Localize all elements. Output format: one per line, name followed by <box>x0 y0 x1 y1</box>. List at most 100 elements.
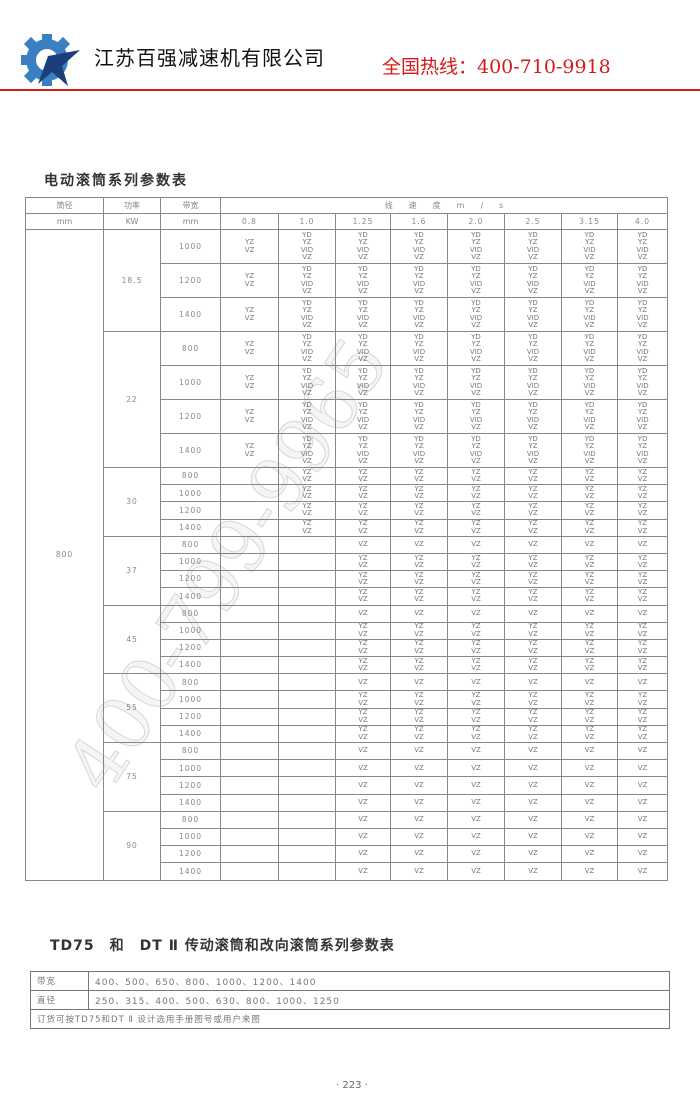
belt-width-cell: 1000 <box>160 621 221 640</box>
model-cell: YD YZ VID VZ <box>616 297 669 332</box>
model-cell <box>220 484 279 503</box>
model-cell: VZ <box>447 827 505 847</box>
model-cell <box>278 724 336 744</box>
model-cell <box>220 518 279 537</box>
belt-width-cell: 1200 <box>160 776 221 795</box>
model-cell: YZ VZ <box>390 690 448 709</box>
model-cell: VZ <box>335 810 391 829</box>
table-row: 22 800 YZ VZ YD YZ VID VZ YD YZ VID VZ YD YZ … <box>26 331 669 468</box>
model-cell: VZ <box>561 793 618 812</box>
model-cell <box>220 552 279 572</box>
model-cell: VZ <box>390 845 448 864</box>
model-cell: YD YZ VID VZ <box>335 399 391 434</box>
model-cell: YZ VZ <box>278 466 336 486</box>
model-cell: YZ VZ <box>447 621 505 640</box>
model-cell: YD YZ VID VZ <box>447 331 505 366</box>
model-cell <box>278 690 336 709</box>
model-cell: YZ VZ <box>616 621 669 640</box>
table-row: 1000 YZ VZ YZ VZ YZ VZ YZ VZ YZ VZ YZ VZ <box>26 552 669 572</box>
model-cell: YZ VZ <box>390 518 448 537</box>
model-cell: YZ VZ <box>278 518 336 537</box>
model-cell: YZ VZ <box>335 552 391 572</box>
belt-width-cell: 1400 <box>160 793 221 812</box>
model-cell <box>278 552 336 572</box>
speed-column-header: 3.15 <box>561 213 618 230</box>
model-cell: YD YZ VID VZ <box>561 365 618 400</box>
model-cell: YZ VZ <box>447 518 505 537</box>
model-cell <box>278 707 336 726</box>
belt-width-cell: 1000 <box>160 552 221 572</box>
model-cell: YZ VZ <box>447 690 505 709</box>
motorized-drum-parameter-table: 筒径 功率 带宽线 速 度 m / s mm KW mm 0.8 1.0 1.25 1.6 2.0 2… <box>25 197 669 881</box>
model-cell: VZ <box>616 741 669 761</box>
belt-width-unit: mm <box>160 213 221 230</box>
model-cell <box>220 604 279 623</box>
model-cell: YD YZ VID VZ <box>504 263 562 298</box>
model-cell: YZ VZ <box>561 518 618 537</box>
model-cell: VZ <box>390 862 448 881</box>
company-logo-gear-icon <box>21 34 80 86</box>
model-cell: YZ VZ <box>504 484 562 503</box>
table-row: 1400 YZ VZ YD YZ VID VZ YD YZ VID VZ YD YZ V… <box>26 297 669 332</box>
model-cell: VZ <box>561 604 618 623</box>
model-cell: YD YZ VID VZ <box>390 399 448 434</box>
model-cell <box>278 810 336 829</box>
model-cell: YZ VZ <box>504 656 562 675</box>
model-cell: YZ VZ <box>447 707 505 726</box>
model-cell: VZ <box>447 535 505 554</box>
table-row: 37 800 VZ VZ VZ VZ VZ VZ <box>26 535 669 606</box>
belt-width-cell: 800 <box>160 810 221 829</box>
model-cell: YZ VZ <box>616 656 669 675</box>
model-cell: YD YZ VID VZ <box>390 263 448 298</box>
model-cell: VZ <box>447 845 505 864</box>
model-cell: YZ VZ <box>616 570 669 589</box>
model-cell: VZ <box>390 673 448 692</box>
model-cell: YZ VZ <box>220 433 279 468</box>
model-cell: YZ VZ <box>616 501 669 520</box>
table-row: 1000 YZ VZ YZ VZ YZ VZ YZ VZ YZ VZ YZ VZ YZ VZ <box>26 484 669 503</box>
model-cell: YD YZ VID VZ <box>335 229 391 264</box>
power-cell: 75 <box>103 742 161 812</box>
model-cell: YD YZ VID VZ <box>561 399 618 434</box>
model-cell: YZ VZ <box>504 707 562 726</box>
table-row: 1200 YZ VZ YD YZ VID VZ YD YZ VID VZ YD YZ V… <box>26 263 669 298</box>
model-cell: YZ VZ <box>447 552 505 572</box>
belt-width-cell: 1200 <box>160 707 221 726</box>
table-row: 1000 YZ VZ YZ VZ YZ VZ YZ VZ YZ VZ YZ VZ <box>26 621 669 640</box>
model-cell: VZ <box>504 827 562 847</box>
table-row: 55 800 VZ VZ VZ VZ VZ VZ <box>26 673 669 743</box>
order-note: 订货可按TD75和DT Ⅱ 设计选用手册图号或用户来图 <box>30 1009 670 1029</box>
speed-column-header: 1.6 <box>390 213 448 230</box>
model-cell: YZ VZ <box>335 638 391 658</box>
model-cell: YZ VZ <box>504 638 562 658</box>
model-cell: VZ <box>390 741 448 761</box>
model-cell: YZ VZ <box>390 638 448 658</box>
model-cell: YD YZ VID VZ <box>504 297 562 332</box>
model-cell <box>220 845 279 864</box>
model-cell <box>278 793 336 812</box>
model-cell: VZ <box>390 810 448 829</box>
model-cell <box>278 587 336 606</box>
row-key: 带宽 <box>30 971 89 991</box>
table-row: 800 18.5 1000 YZ VZ YD YZ VID VZ YD YZ VID VZ… <box>25 229 669 881</box>
model-cell <box>220 535 279 554</box>
model-cell: YZ VZ <box>504 518 562 537</box>
model-cell: VZ <box>504 673 562 692</box>
table-row: 1400 YZ VZ YZ VZ YZ VZ YZ VZ YZ VZ YZ VZ <box>26 724 669 744</box>
model-cell <box>278 673 336 692</box>
belt-width-cell: 1400 <box>160 433 221 468</box>
model-cell: YD YZ VID VZ <box>561 331 618 366</box>
table-row: 1200 YZ VZ YZ VZ YZ VZ YZ VZ YZ VZ YZ VZ YZ VZ <box>26 501 669 520</box>
model-cell <box>220 466 279 486</box>
model-cell: YD YZ VID VZ <box>278 365 336 400</box>
model-cell: YZ VZ <box>561 484 618 503</box>
model-cell: VZ <box>561 862 618 881</box>
model-cell: YZ VZ <box>447 484 505 503</box>
model-cell: VZ <box>335 827 391 847</box>
belt-width-cell: 1000 <box>160 365 221 400</box>
table-row: 带宽 400、500、650、800、1000、1200、1400 <box>30 971 670 991</box>
model-cell: VZ <box>504 776 562 795</box>
model-cell <box>220 587 279 606</box>
hotline: 全国热线：400-710-9918 <box>382 56 611 78</box>
model-cell <box>278 638 336 658</box>
